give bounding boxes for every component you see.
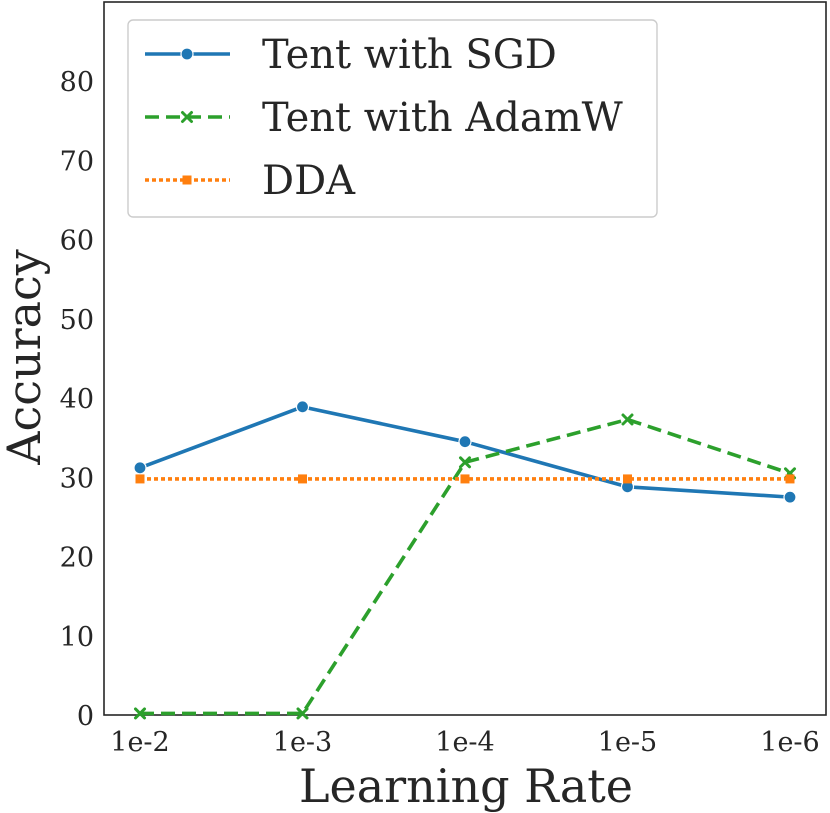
y-tick-label: 40 [60,384,94,415]
data-point [295,400,310,414]
data-point [298,474,307,484]
legend-marker [180,47,194,61]
x-tick-label: 1e-2 [110,727,169,758]
legend-label: Tent with SGD [262,32,557,78]
y-axis-ticks: 0 10 20 30 40 50 60 70 80 [60,67,94,732]
x-tick-label: 1e-3 [273,727,332,758]
plot-area [103,1,827,716]
legend-marker [182,175,192,185]
data-point [783,490,797,504]
legend-marker [181,111,193,123]
data-point [458,435,472,449]
x-tick-label: 1e-6 [760,727,819,758]
y-tick-label: 80 [60,67,94,98]
y-tick-label: 20 [60,543,94,574]
legend-item: Tent with AdamW [145,95,623,141]
legend-item: Tent with SGD [145,32,557,78]
data-point [623,474,632,484]
y-tick-label: 50 [60,305,94,336]
legend-label: Tent with AdamW [262,95,623,141]
data-point [459,456,471,469]
data-point [621,413,634,426]
x-axis-title: Learning Rate [299,759,633,813]
data-point [785,474,795,484]
series-tent-with-sgd [133,400,797,504]
y-tick-label: 10 [60,622,94,653]
series-line [139,405,791,499]
legend-box [127,19,658,218]
x-tick-label: 1e-5 [598,727,657,758]
legend: Tent with SGD Tent with AdamW DDA [127,19,658,218]
plot-frame [103,1,827,716]
x-axis-ticks: 1e-2 1e-3 1e-4 1e-5 1e-6 [110,727,819,758]
data-point [134,707,146,720]
legend-label: DDA [262,158,356,204]
data-point [133,461,147,475]
series-tent-with-adamw [134,413,796,720]
y-tick-label: 0 [77,701,94,732]
y-tick-label: 30 [60,463,94,494]
data-point [460,474,470,484]
series-line [140,417,791,716]
data-point [135,474,145,484]
series-layer [133,400,797,720]
y-tick-label: 70 [60,146,94,177]
y-axis-title: Accuracy [0,249,51,466]
data-point [296,707,309,720]
legend-item: DDA [145,158,356,204]
y-tick-label: 60 [60,226,94,257]
x-tick-label: 1e-4 [435,727,494,758]
series-dda [135,474,795,484]
